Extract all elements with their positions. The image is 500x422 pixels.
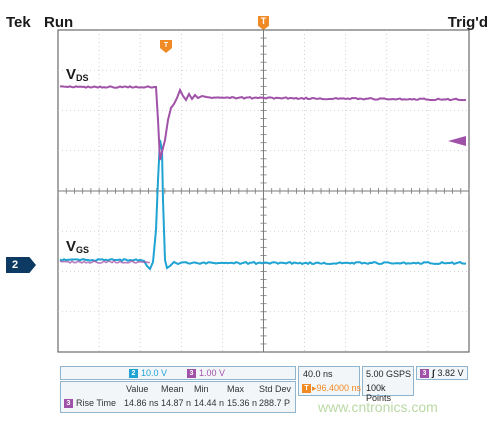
rising-edge-icon: ∫ <box>432 368 435 378</box>
trigger-position-value: ▸96.4000 ns <box>312 383 362 393</box>
axis-ticks <box>57 29 470 353</box>
vds-waveform <box>59 85 467 161</box>
ch3-readout[interactable]: 3 1.00 V <box>187 368 226 379</box>
trigger-position-badge: T <box>302 384 311 394</box>
channel-2-ground-marker[interactable]: 2 <box>6 257 36 273</box>
trigger-position-marker[interactable]: T <box>258 16 269 30</box>
meas-min: 14.44 n <box>194 398 225 408</box>
ch2-badge: 2 <box>129 369 138 379</box>
meas-header-max: Max <box>227 384 245 394</box>
record-length: 100k Points <box>366 383 392 403</box>
vgs-waveform <box>59 139 467 271</box>
vgs-label-main: V <box>66 238 77 255</box>
timebase-box[interactable]: 40.0 ns T ▸96.4000 ns <box>298 366 361 396</box>
meas-header-value: Value <box>126 384 149 394</box>
vgs-label: VGS <box>66 238 89 255</box>
timebase-scale: 40.0 ns <box>303 369 333 379</box>
vgs-label-sub: GS <box>76 245 90 255</box>
brand-label: Tek <box>6 14 31 31</box>
vds-overlap-segment <box>59 259 151 264</box>
meas-header-mean: Mean <box>161 384 184 394</box>
trigger-level-marker[interactable] <box>448 136 466 146</box>
meas-header-min: Min <box>194 384 209 394</box>
meas-mean: 14.87 n <box>161 398 192 408</box>
ch3-scale: 1.00 V <box>199 368 226 378</box>
ch2-scale: 10.0 V <box>141 368 168 378</box>
acquisition-state: Run <box>44 14 74 31</box>
meas-value: 14.86 ns <box>124 398 159 408</box>
trigger-state: Trig'd <box>447 14 488 31</box>
vds-label-sub: DS <box>76 73 89 83</box>
channel-scale-box[interactable]: 2 10.0 V 3 1.00 V <box>60 366 296 380</box>
meas-max: 15.36 n <box>227 398 258 408</box>
trigger-point-marker <box>160 40 172 53</box>
meas-source: 3 Rise Time <box>64 398 117 409</box>
trigger-source-badge: 3 <box>420 369 429 379</box>
status-bar: Tek Run Trig'd T <box>0 0 500 32</box>
trigger-box[interactable]: 3 ∫ 3.82 V <box>416 366 468 380</box>
trigger-point-letter: T <box>164 42 169 49</box>
meas-name: Rise Time <box>76 398 117 408</box>
watermark: www.cntronics.com <box>318 399 438 415</box>
trigger-position-readout: T ▸96.4000 ns <box>302 383 361 394</box>
trigger-level-value: 3.82 V <box>437 368 464 378</box>
meas-stddev: 288.7 P <box>259 398 291 408</box>
vds-label-main: V <box>66 66 77 83</box>
trigger-readout: 3 ∫ 3.82 V <box>420 368 464 379</box>
ch2-readout[interactable]: 2 10.0 V <box>129 368 168 379</box>
meas-header-stddev: Std Dev <box>259 384 292 394</box>
ch3-badge: 3 <box>187 369 196 379</box>
meas-channel-badge: 3 <box>64 399 73 409</box>
measurement-panel[interactable] <box>60 381 296 413</box>
sample-rate: 5.00 GSPS <box>366 369 412 379</box>
acquisition-box[interactable]: 5.00 GSPS 100k Points <box>362 366 414 403</box>
vds-label: VDS <box>66 66 89 83</box>
